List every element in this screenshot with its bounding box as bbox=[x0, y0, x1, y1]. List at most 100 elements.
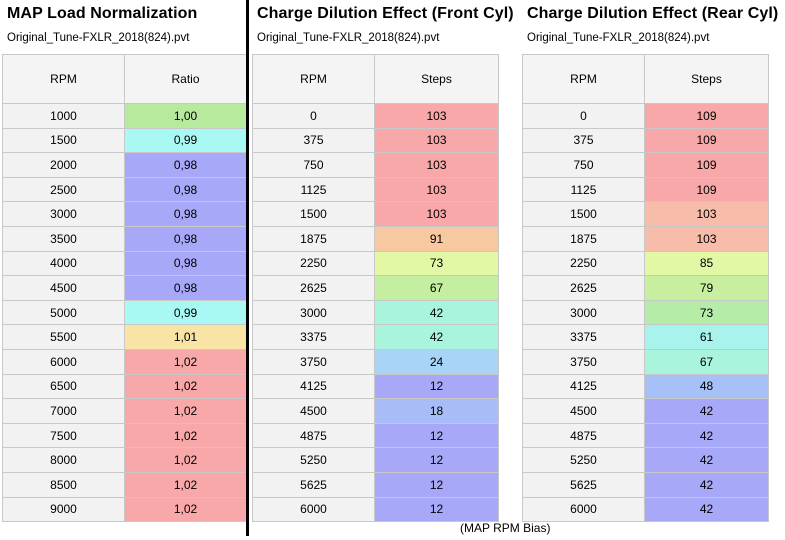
rpm-cell[interactable]: 9000 bbox=[2, 496, 125, 523]
rpm-cell[interactable]: 1875 bbox=[522, 225, 645, 252]
rpm-cell[interactable]: 3750 bbox=[252, 348, 375, 375]
value-cell[interactable]: 0,99 bbox=[124, 127, 247, 154]
rpm-cell[interactable]: 0 bbox=[252, 103, 375, 129]
rpm-cell[interactable]: 750 bbox=[522, 152, 645, 178]
rpm-cell[interactable]: 3500 bbox=[2, 225, 125, 252]
rpm-column-header[interactable]: RPM bbox=[522, 54, 645, 104]
value-cell[interactable]: 103 bbox=[644, 225, 769, 252]
rpm-cell[interactable]: 375 bbox=[252, 127, 375, 154]
rpm-cell[interactable]: 7500 bbox=[2, 422, 125, 449]
value-cell[interactable]: 85 bbox=[644, 250, 769, 277]
rpm-cell[interactable]: 5250 bbox=[522, 447, 645, 473]
value-cell[interactable]: 61 bbox=[644, 324, 769, 350]
rpm-cell[interactable]: 5625 bbox=[522, 471, 645, 498]
value-cell[interactable]: 1,02 bbox=[124, 471, 247, 498]
rpm-column-header[interactable]: RPM bbox=[2, 54, 125, 104]
value-cell[interactable]: 103 bbox=[374, 152, 499, 178]
value-cell[interactable]: 109 bbox=[644, 176, 769, 203]
value-cell[interactable]: 0,98 bbox=[124, 152, 247, 178]
rpm-cell[interactable]: 2625 bbox=[252, 275, 375, 301]
rpm-cell[interactable]: 1000 bbox=[2, 103, 125, 129]
steps-column-header[interactable]: Steps bbox=[644, 54, 769, 104]
rpm-cell[interactable]: 8000 bbox=[2, 447, 125, 473]
value-cell[interactable]: 103 bbox=[374, 127, 499, 154]
rpm-cell[interactable]: 3750 bbox=[522, 348, 645, 375]
rpm-cell[interactable]: 375 bbox=[522, 127, 645, 154]
value-cell[interactable]: 0,98 bbox=[124, 275, 247, 301]
value-cell[interactable]: 42 bbox=[644, 471, 769, 498]
rpm-cell[interactable]: 750 bbox=[252, 152, 375, 178]
rpm-cell[interactable]: 3000 bbox=[2, 201, 125, 227]
rpm-cell[interactable]: 4125 bbox=[252, 373, 375, 400]
value-cell[interactable]: 103 bbox=[374, 176, 499, 203]
value-cell[interactable]: 1,02 bbox=[124, 398, 247, 424]
rpm-cell[interactable]: 5250 bbox=[252, 447, 375, 473]
value-cell[interactable]: 12 bbox=[374, 422, 499, 449]
value-cell[interactable]: 0,98 bbox=[124, 201, 247, 227]
value-cell[interactable]: 73 bbox=[374, 250, 499, 277]
rpm-cell[interactable]: 2250 bbox=[252, 250, 375, 277]
rpm-cell[interactable]: 7000 bbox=[2, 398, 125, 424]
value-cell[interactable]: 1,02 bbox=[124, 422, 247, 449]
rpm-cell[interactable]: 6000 bbox=[252, 496, 375, 523]
rpm-cell[interactable]: 3000 bbox=[522, 299, 645, 326]
rpm-cell[interactable]: 2625 bbox=[522, 275, 645, 301]
rpm-cell[interactable]: 1500 bbox=[252, 201, 375, 227]
value-cell[interactable]: 18 bbox=[374, 398, 499, 424]
rpm-column-header[interactable]: RPM bbox=[252, 54, 375, 104]
value-cell[interactable]: 42 bbox=[644, 398, 769, 424]
rpm-cell[interactable]: 5625 bbox=[252, 471, 375, 498]
rpm-cell[interactable]: 4875 bbox=[252, 422, 375, 449]
rpm-cell[interactable]: 5500 bbox=[2, 324, 125, 350]
value-cell[interactable]: 12 bbox=[374, 373, 499, 400]
value-cell[interactable]: 0,99 bbox=[124, 299, 247, 326]
value-cell[interactable]: 109 bbox=[644, 127, 769, 154]
value-cell[interactable]: 103 bbox=[374, 103, 499, 129]
value-cell[interactable]: 12 bbox=[374, 471, 499, 498]
rpm-cell[interactable]: 4000 bbox=[2, 250, 125, 277]
value-cell[interactable]: 12 bbox=[374, 496, 499, 523]
value-cell[interactable]: 1,02 bbox=[124, 373, 247, 400]
value-cell[interactable]: 1,02 bbox=[124, 348, 247, 375]
value-cell[interactable]: 24 bbox=[374, 348, 499, 375]
rpm-cell[interactable]: 2000 bbox=[2, 152, 125, 178]
rpm-cell[interactable]: 1125 bbox=[522, 176, 645, 203]
rpm-cell[interactable]: 2500 bbox=[2, 176, 125, 203]
rpm-cell[interactable]: 4500 bbox=[2, 275, 125, 301]
rpm-cell[interactable]: 1875 bbox=[252, 225, 375, 252]
value-cell[interactable]: 0,98 bbox=[124, 225, 247, 252]
rpm-cell[interactable]: 4500 bbox=[522, 398, 645, 424]
ratio-column-header[interactable]: Ratio bbox=[124, 54, 247, 104]
value-cell[interactable]: 1,02 bbox=[124, 496, 247, 523]
rpm-cell[interactable]: 3375 bbox=[522, 324, 645, 350]
value-cell[interactable]: 42 bbox=[644, 422, 769, 449]
value-cell[interactable]: 0,98 bbox=[124, 250, 247, 277]
value-cell[interactable]: 0,98 bbox=[124, 176, 247, 203]
value-cell[interactable]: 48 bbox=[644, 373, 769, 400]
rpm-cell[interactable]: 8500 bbox=[2, 471, 125, 498]
value-cell[interactable]: 109 bbox=[644, 103, 769, 129]
value-cell[interactable]: 109 bbox=[644, 152, 769, 178]
rpm-cell[interactable]: 0 bbox=[522, 103, 645, 129]
value-cell[interactable]: 67 bbox=[374, 275, 499, 301]
value-cell[interactable]: 79 bbox=[644, 275, 769, 301]
rpm-cell[interactable]: 4500 bbox=[252, 398, 375, 424]
rpm-cell[interactable]: 1125 bbox=[252, 176, 375, 203]
value-cell[interactable]: 1,00 bbox=[124, 103, 247, 129]
rpm-cell[interactable]: 1500 bbox=[522, 201, 645, 227]
rpm-cell[interactable]: 6000 bbox=[522, 496, 645, 523]
steps-column-header[interactable]: Steps bbox=[374, 54, 499, 104]
value-cell[interactable]: 67 bbox=[644, 348, 769, 375]
rpm-cell[interactable]: 3375 bbox=[252, 324, 375, 350]
value-cell[interactable]: 42 bbox=[644, 496, 769, 523]
rpm-cell[interactable]: 6000 bbox=[2, 348, 125, 375]
value-cell[interactable]: 42 bbox=[374, 299, 499, 326]
rpm-cell[interactable]: 2250 bbox=[522, 250, 645, 277]
value-cell[interactable]: 1,02 bbox=[124, 447, 247, 473]
rpm-cell[interactable]: 4125 bbox=[522, 373, 645, 400]
value-cell[interactable]: 103 bbox=[374, 201, 499, 227]
value-cell[interactable]: 42 bbox=[644, 447, 769, 473]
rpm-cell[interactable]: 1500 bbox=[2, 127, 125, 154]
value-cell[interactable]: 91 bbox=[374, 225, 499, 252]
value-cell[interactable]: 42 bbox=[374, 324, 499, 350]
